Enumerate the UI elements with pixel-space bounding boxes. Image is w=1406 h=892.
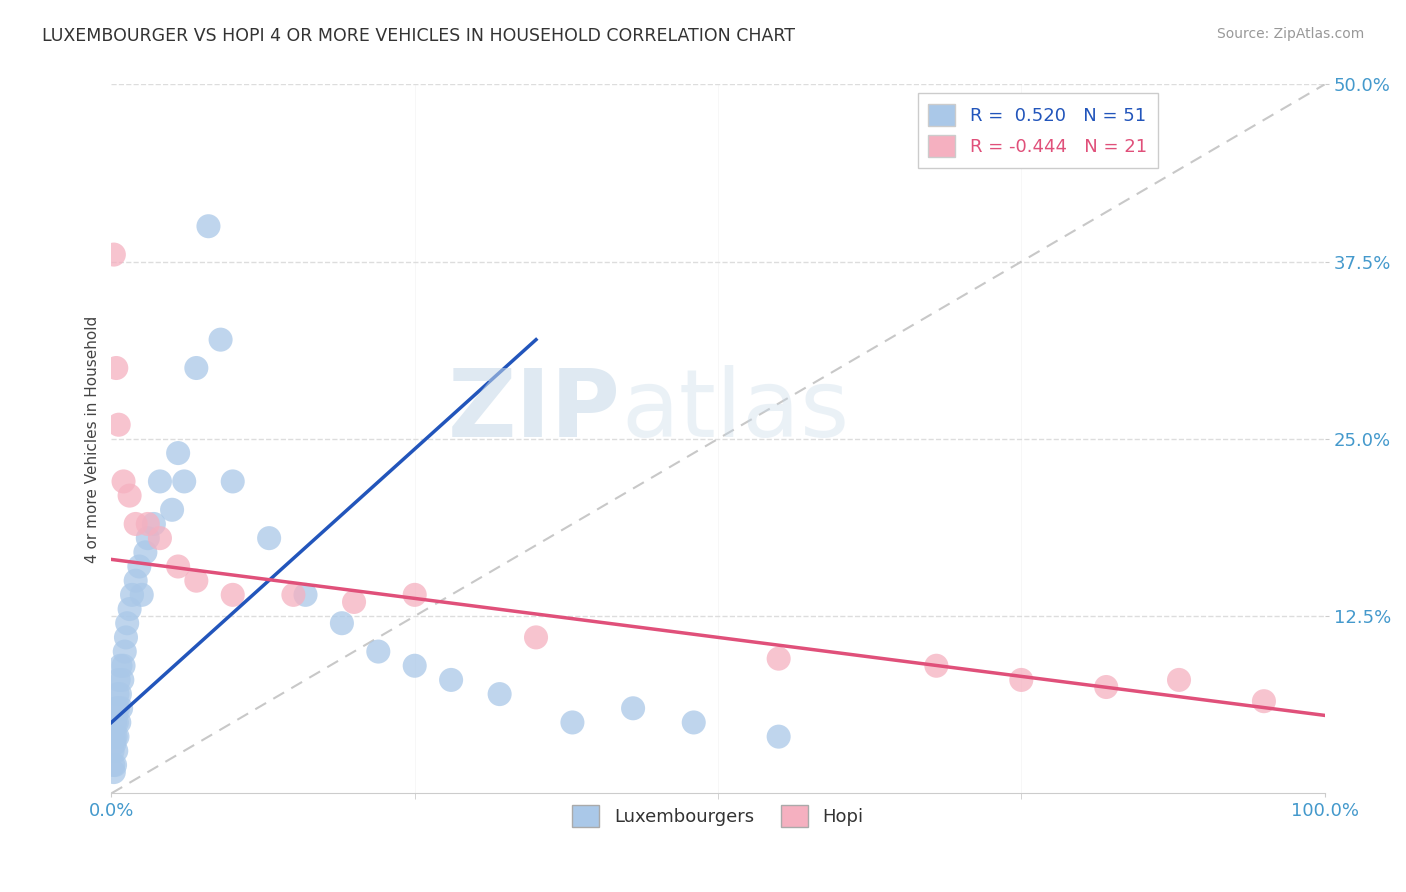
Point (524, 631, 547, 645)
Point (107, 673, 129, 687)
Point (160, 503, 183, 517)
Point (1168, 673, 1191, 687)
Y-axis label: 4 or more Vehicles in Household: 4 or more Vehicles in Household (86, 315, 100, 563)
Point (121, 588, 143, 602)
Point (118, 489, 141, 503)
Point (1095, 680, 1118, 694)
Point (330, 616, 353, 631)
Point (110, 658, 132, 673)
Point (104, 715, 127, 730)
Point (105, 715, 128, 730)
Point (110, 701, 132, 715)
Point (131, 588, 153, 602)
Point (621, 701, 644, 715)
Point (104, 730, 127, 744)
Point (222, 588, 245, 602)
Point (136, 516, 159, 531)
Point (101, 744, 124, 758)
Point (107, 701, 129, 715)
Text: Source: ZipAtlas.com: Source: ZipAtlas.com (1216, 27, 1364, 41)
Point (167, 559, 190, 574)
Point (209, 333, 232, 347)
Point (561, 715, 583, 730)
Point (103, 737, 125, 751)
Point (283, 588, 305, 602)
Point (925, 658, 948, 673)
Point (1253, 694, 1275, 708)
Point (104, 758, 127, 772)
Point (112, 475, 135, 489)
Point (105, 701, 128, 715)
Point (124, 574, 146, 588)
Point (404, 658, 426, 673)
Point (682, 715, 704, 730)
Point (112, 658, 135, 673)
Point (197, 219, 219, 234)
Point (108, 687, 131, 701)
Point (222, 475, 245, 489)
Point (343, 595, 366, 609)
Point (118, 602, 141, 616)
Point (404, 588, 426, 602)
Point (440, 673, 463, 687)
Point (149, 475, 172, 489)
Text: atlas: atlas (621, 365, 849, 457)
Point (1010, 673, 1032, 687)
Point (186, 361, 208, 376)
Point (103, 758, 125, 772)
Legend: Luxembourgers, Hopi: Luxembourgers, Hopi (565, 797, 870, 834)
Point (142, 516, 165, 531)
Point (128, 559, 150, 574)
Point (105, 361, 128, 376)
Point (124, 516, 146, 531)
Point (134, 545, 156, 559)
Point (111, 673, 134, 687)
Point (173, 475, 195, 489)
Point (257, 531, 280, 545)
Point (107, 687, 129, 701)
Point (107, 730, 129, 744)
Point (115, 631, 138, 645)
Point (103, 730, 125, 744)
Point (136, 531, 159, 545)
Point (294, 588, 316, 602)
Point (167, 446, 190, 460)
Point (186, 574, 208, 588)
Point (367, 644, 389, 658)
Point (115, 616, 138, 631)
Point (768, 730, 790, 744)
Point (114, 644, 136, 658)
Point (105, 744, 128, 758)
Point (107, 417, 129, 432)
Point (768, 651, 790, 665)
Point (108, 715, 131, 730)
Point (103, 765, 125, 780)
Point (488, 687, 510, 701)
Point (149, 531, 172, 545)
Text: ZIP: ZIP (449, 365, 621, 457)
Text: LUXEMBOURGER VS HOPI 4 OR MORE VEHICLES IN HOUSEHOLD CORRELATION CHART: LUXEMBOURGER VS HOPI 4 OR MORE VEHICLES … (42, 27, 796, 45)
Point (103, 247, 125, 261)
